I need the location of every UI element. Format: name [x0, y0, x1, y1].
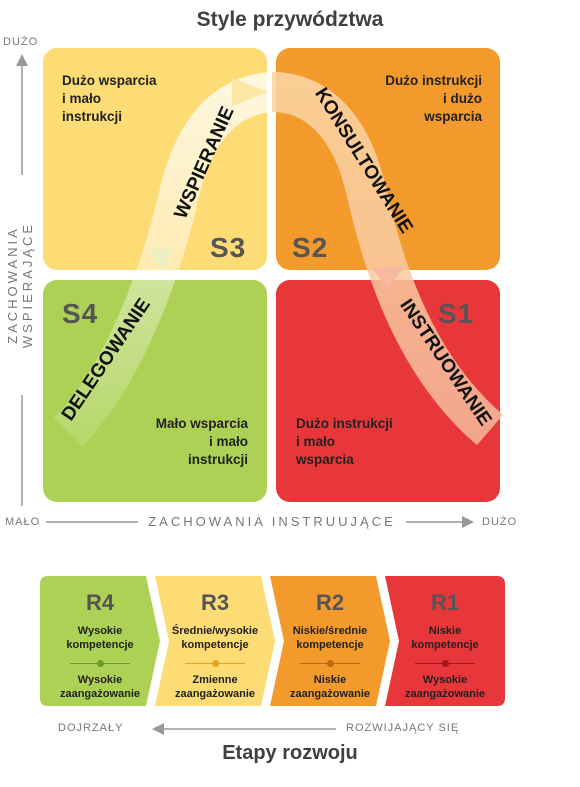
- curve-left-band: [53, 72, 275, 447]
- stage-label: R4: [85, 590, 115, 615]
- stage-card-shape: [385, 576, 505, 706]
- curve-right-band: [270, 72, 504, 446]
- stage-separator-dot: [327, 660, 334, 667]
- stage-card-shape: [270, 576, 390, 706]
- stage-label: R3: [200, 590, 230, 615]
- stage-competence: Średnie/wysokie kompetencje: [171, 625, 259, 651]
- stage-commitment: Wysokie zaangażowanie: [404, 674, 486, 700]
- stage-commitment: Zmienne zaangażowanie: [174, 674, 256, 700]
- quadrant-s3-text: Dużo wsparcia i mało instrukcji: [62, 73, 157, 124]
- style-label-s1: S1: [438, 298, 475, 329]
- stage-competence: Niskie/średnie kompetencje: [292, 625, 368, 651]
- stage-card-r4: R4 Wysokie kompetencje Wysokie zaangażowanie: [40, 576, 160, 706]
- y-axis-high-label: DUŻO: [3, 36, 39, 48]
- stage-card-r3: R3 Średnie/wysokie kompetencje Zmienne zaang…: [155, 576, 275, 706]
- style-label-s2: S2: [292, 232, 329, 263]
- stage-commitment: Wysokie zaangażowanie: [59, 674, 141, 700]
- stage-competence: Wysokie kompetencje: [66, 625, 134, 651]
- style-label-s4: S4: [62, 298, 99, 329]
- x-axis-high-label: DUŻO: [482, 516, 518, 528]
- stage-card-shape: [40, 576, 160, 706]
- x-axis-low-label: MAŁO: [5, 516, 41, 528]
- stage-commitment: Niskie zaangażowanie: [289, 674, 371, 700]
- curve-arrowhead-right: [372, 266, 404, 290]
- style-label-s3: S3: [210, 232, 247, 263]
- stage-separator-dot: [212, 660, 219, 667]
- quadrant-s4-text: Mało wsparcia i mało instrukcji: [155, 416, 248, 467]
- stage-card-r2: R2 Niskie/średnie kompetencje Niskie zaangaż…: [270, 576, 390, 706]
- curve-arrowhead-left: [148, 248, 174, 270]
- page-title: Style przywództwa: [196, 8, 384, 31]
- stage-card-shape: [155, 576, 275, 706]
- leadership-curve: [53, 72, 504, 447]
- development-axis-arrow: [152, 723, 336, 735]
- stage-card-r1: R1 Niskie kompetencje Wysokie zaangażowanie: [385, 576, 505, 706]
- stage-competence: Niskie kompetencje: [411, 625, 479, 651]
- curve-arrowhead-top: [232, 78, 268, 106]
- stage-separator-dot: [97, 660, 104, 667]
- quadrant-s1-text: Dużo instrukcji i mało wsparcia: [296, 416, 393, 467]
- stage-separator-dot: [442, 660, 449, 667]
- development-axis-left-label: DOJRZAŁY: [58, 722, 124, 734]
- development-axis-right-label: ROZWIJAJĄCY SIĘ: [346, 722, 460, 734]
- stage-label: R1: [430, 590, 460, 615]
- x-axis-label: ZACHOWANIA INSTRUUJĄCE: [138, 514, 406, 529]
- development-title: Etapy rozwoju: [222, 742, 358, 764]
- quadrant-s2-text: Dużo instrukcji i dużo wsparcia: [385, 73, 482, 124]
- stage-label: R2: [315, 590, 345, 615]
